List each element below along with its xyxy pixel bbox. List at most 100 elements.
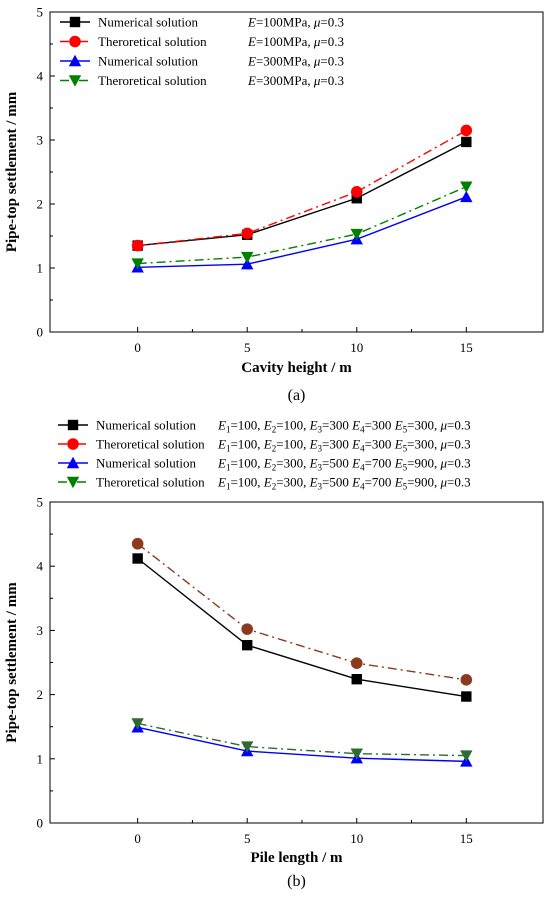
y-tick-label: 4 [37, 559, 44, 574]
legend-param-part: 2 [272, 463, 277, 473]
legend-param-part: μ [439, 456, 447, 471]
legend-param-part: E [351, 475, 360, 490]
legend-marker [69, 16, 81, 28]
x-tick-label: 0 [134, 831, 141, 846]
legend-param-part: =0.3 [447, 437, 471, 452]
legend-param-part: E [263, 437, 272, 452]
legend-param-part: E [217, 437, 226, 452]
legend-param-part: 1 [226, 463, 231, 473]
legend-marker [66, 456, 80, 469]
y-tick-label: 3 [37, 623, 44, 638]
legend-param-part: =100, [230, 418, 263, 433]
legend-param-part: μ [313, 54, 321, 69]
legend-param-part: μ [439, 418, 447, 433]
x-tick-label: 0 [134, 340, 141, 355]
y-axis-label: Pipe-top settlement / mm [4, 582, 20, 743]
legend-param-part: =100MPa, [256, 15, 314, 30]
data-point [461, 691, 472, 702]
legend-param-part: E [309, 418, 318, 433]
legend-series-name: Theroretical solution [98, 34, 207, 49]
legend-param-text: E1=100, E2=300, E3=500 E4=700 E5=900, μ=… [217, 456, 471, 473]
legend-param-part: =100MPa, [256, 34, 314, 49]
legend-param-part: =0.3 [320, 34, 344, 49]
legend-param-part: 5 [403, 444, 408, 454]
x-tick-label: 15 [460, 831, 473, 846]
y-tick-label: 2 [37, 687, 44, 702]
series-2 [131, 721, 473, 767]
legend-param-part: 2 [272, 482, 277, 492]
data-point [131, 239, 144, 252]
legend-param-part: =300 [365, 418, 395, 433]
legend-param-part: μ [313, 15, 321, 30]
legend-param-part: =300, [407, 418, 440, 433]
legend-param-part: =0.3 [447, 475, 471, 490]
y-tick-label: 2 [37, 197, 44, 212]
legend-param-text: E1=100, E2=300, E3=500 E4=700 E5=900, μ=… [217, 475, 471, 492]
legend-param-part: E [394, 475, 403, 490]
y-tick-label: 5 [37, 495, 44, 510]
legend-param-part: =300MPa, [256, 73, 314, 88]
legend-param-part: 1 [226, 444, 231, 454]
legend-param-part: =300MPa, [256, 54, 314, 69]
legend-param-part: E [247, 73, 256, 88]
series-0 [132, 136, 472, 251]
legend-series-name: Numerical solution [96, 418, 197, 433]
legend-param-part: 1 [226, 425, 231, 435]
x-tick-label: 10 [350, 831, 363, 846]
legend: Numerical solution E=100MPa, μ=0.3Therore… [60, 15, 344, 88]
data-point [461, 136, 472, 148]
legend-param-part: E [247, 34, 256, 49]
data-point [241, 623, 253, 635]
data-point [460, 181, 473, 193]
legend-param-part: =300 [322, 437, 352, 452]
data-point [131, 718, 144, 730]
data-point [351, 193, 362, 204]
legend-param-part: =0.3 [447, 456, 471, 471]
series-line [137, 186, 467, 265]
series-line [137, 543, 467, 681]
legend-param-part: =0.3 [320, 15, 344, 30]
legend: Numerical solution E1=100, E2=100, E3=300… [58, 418, 471, 492]
legend-param-part: E [394, 456, 403, 471]
legend-series-name: Numerical solution [98, 15, 199, 30]
legend-param-part: 1 [226, 482, 231, 492]
legend-marker [69, 35, 81, 48]
legend-param-text: E=300MPa, μ=0.3 [247, 54, 344, 69]
legend-param-part: =300, [276, 456, 309, 471]
legend-param-part: =500 [322, 475, 352, 490]
legend-param-part: E [351, 456, 360, 471]
data-point [350, 748, 363, 760]
data-point [241, 227, 253, 240]
y-tick-label: 1 [37, 751, 44, 766]
legend-series-name: Numerical solution [98, 54, 199, 69]
legend-param-part: =700 [365, 475, 395, 490]
data-point [350, 657, 363, 669]
legend-param-part: E [351, 437, 360, 452]
data-point [131, 258, 144, 270]
legend-param-part: =500 [322, 456, 352, 471]
legend-marker [67, 419, 79, 431]
legend-param-part: E [309, 456, 318, 471]
legend-param-part: =100, [230, 456, 263, 471]
legend-param-part: =300 [365, 437, 395, 452]
legend-param-part: E [394, 418, 403, 433]
legend-param-part: 5 [403, 425, 408, 435]
legend-param-part: E [217, 418, 226, 433]
series-line [137, 722, 467, 757]
data-point [460, 674, 473, 686]
data-point [350, 228, 363, 241]
legend-param-part: E [247, 15, 256, 30]
legend-param-part: E [309, 475, 318, 490]
legend-param-part: 3 [318, 444, 323, 454]
legend-marker [67, 438, 79, 450]
legend-param-part: =0.3 [320, 73, 344, 88]
legend-param-text: E=100MPa, μ=0.3 [247, 15, 344, 30]
legend-param-part: E [247, 54, 256, 69]
legend-param-part: μ [439, 437, 447, 452]
series-line [137, 141, 467, 247]
legend-param-text: E1=100, E2=100, E3=300 E4=300 E5=300, μ=… [217, 437, 471, 454]
legend-param-part: 4 [360, 425, 365, 435]
series-line [137, 196, 467, 269]
legend-param-part: 3 [318, 482, 323, 492]
data-point [460, 190, 473, 203]
